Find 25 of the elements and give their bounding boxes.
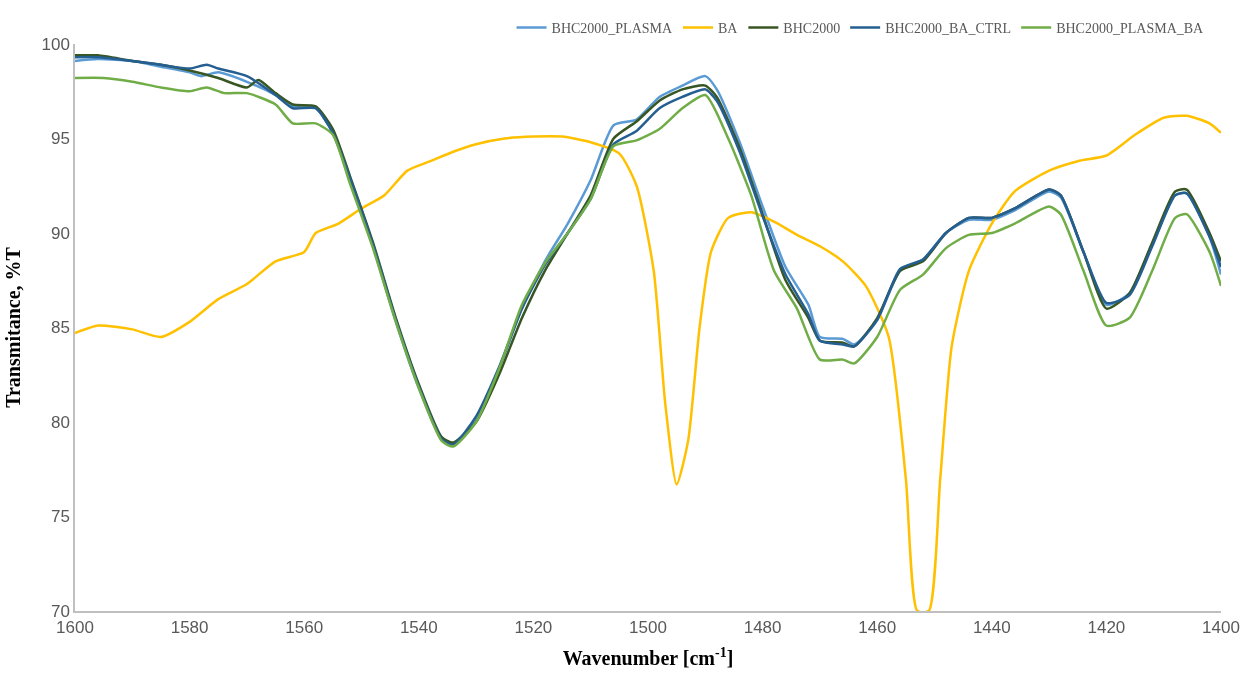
- y-tick-label: 80: [50, 412, 70, 432]
- y-axis-title: Transmitance, %T: [2, 246, 25, 408]
- y-tick-label: 90: [50, 223, 70, 243]
- x-tick-label: 1420: [1087, 618, 1126, 638]
- x-tick-label: 1540: [399, 618, 438, 638]
- legend-label: BHC2000_BA_CTRL: [885, 21, 1012, 37]
- y-tick-label: 85: [50, 318, 70, 338]
- legend-label: BA: [718, 21, 739, 37]
- x-tick-label: 1500: [629, 618, 667, 638]
- x-tick-label: 1560: [285, 618, 324, 638]
- x-axis-title: Wavenumber [cm$^{-1}$]: [562, 644, 734, 670]
- x-tick-label: 1580: [170, 618, 209, 638]
- x-tick-label: 1600: [56, 618, 94, 638]
- x-tick-label: 1520: [514, 618, 553, 638]
- legend-label: BHC2000_PLASMA: [551, 21, 674, 37]
- y-tick-label: 100: [41, 34, 70, 54]
- x-tick-label: 1400: [1202, 618, 1240, 638]
- x-tick-label: 1440: [972, 618, 1011, 638]
- y-tick-label: 70: [50, 601, 70, 621]
- y-tick-label: 75: [50, 507, 70, 527]
- y-tick-label: 95: [50, 129, 70, 149]
- legend-label: BHC2000: [783, 21, 841, 37]
- legend-label: BHC2000_PLASMA_BA: [1056, 21, 1205, 37]
- x-tick-label: 1460: [858, 618, 897, 638]
- x-tick-label: 1480: [743, 618, 782, 638]
